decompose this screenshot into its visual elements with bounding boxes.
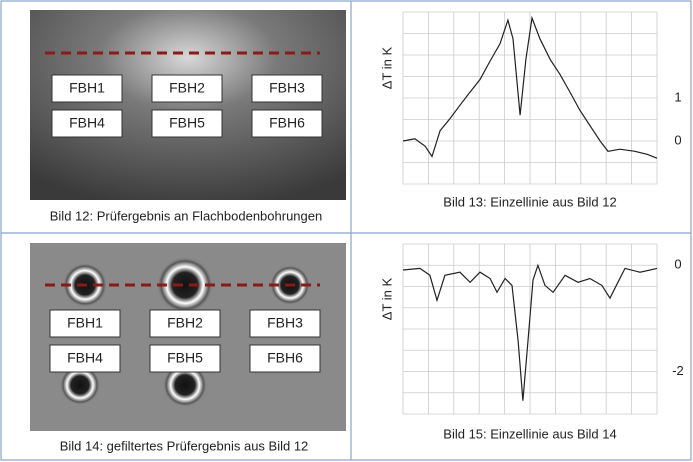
label-box	[251, 74, 323, 103]
label-box	[151, 74, 223, 103]
y-axis-label: ΔT in K	[379, 46, 394, 89]
label-box	[51, 74, 123, 103]
y-axis-label: ΔT in K	[379, 277, 394, 320]
caption: Bild 13: Einzellinie aus Bild 12	[443, 194, 616, 209]
label: FBH1	[69, 80, 105, 96]
label: FBH2	[167, 315, 203, 331]
label: FBH2	[169, 80, 205, 96]
label-box	[249, 309, 321, 338]
label-box	[51, 109, 123, 138]
defect-rings	[60, 257, 310, 407]
label: FBH3	[269, 80, 305, 96]
label: FBH1	[67, 315, 103, 331]
label-box	[249, 344, 321, 373]
label-box	[151, 109, 223, 138]
y-tick-label: 1	[674, 89, 681, 104]
label: FBH6	[267, 350, 303, 366]
caption: Bild 12: Prüfergebnis an Flachbodenbohru…	[50, 208, 322, 223]
y-tick-label: 0	[674, 132, 681, 147]
y-tick-label: 0	[674, 257, 681, 272]
thermal-image	[30, 10, 346, 200]
label-box	[149, 344, 221, 373]
label: FBH3	[267, 315, 303, 331]
label-box	[49, 344, 121, 373]
label: FBH6	[269, 115, 305, 131]
label: FBH5	[169, 115, 205, 131]
caption: Bild 15: Einzellinie aus Bild 14	[443, 426, 616, 441]
profile-line	[402, 263, 658, 401]
label-box	[49, 309, 121, 338]
label-box	[149, 309, 221, 338]
profile-line	[402, 15, 658, 159]
label: FBH5	[167, 350, 203, 366]
caption: Bild 14: gefiltertes Prüfergebnis aus Bi…	[60, 438, 309, 453]
y-tick-label: -2	[672, 363, 684, 378]
label-box	[251, 109, 323, 138]
label: FBH4	[67, 350, 103, 366]
label: FBH4	[69, 115, 105, 131]
